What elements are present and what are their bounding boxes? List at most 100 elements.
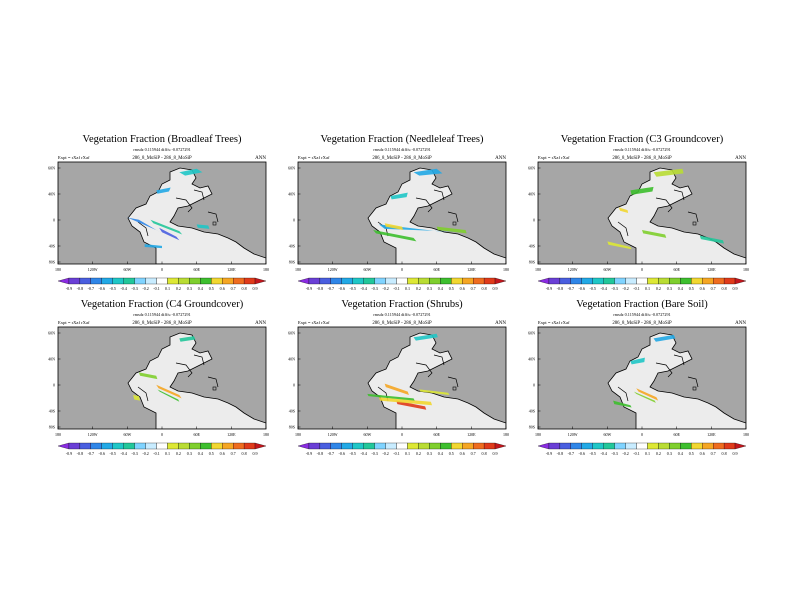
- colorbar-end-triangle: [297, 277, 310, 285]
- colorbar-label: 0.2: [656, 286, 661, 291]
- colorbar-box: [592, 442, 604, 450]
- colorbar-label: 0.8: [242, 286, 247, 291]
- colorbar-box: [548, 442, 561, 450]
- coastline: [415, 197, 433, 213]
- difference-patch: [384, 383, 409, 395]
- colorbar-box: [222, 277, 234, 285]
- island-marker: [212, 221, 217, 226]
- colorbar-label: 0.5: [209, 451, 214, 456]
- colorbar-box: [625, 277, 637, 285]
- expt-label: Expt = rXaf rXaf: [298, 155, 330, 160]
- panel-stats-line: rmsdz 0.115944 diff/u -0.0727291: [133, 312, 190, 317]
- difference-patch: [607, 241, 632, 250]
- coastline: [193, 354, 205, 366]
- colorbar: -0.9 -0.8 -0.7 -0.6 -0.5 -0.4 -0.3 -0.2 -0.1 0.1 0…: [57, 277, 267, 291]
- colorbar-label: -0.5: [109, 286, 115, 291]
- colorbar-label: -0.3: [371, 286, 377, 291]
- colorbar-box: [374, 442, 386, 450]
- longitude-label: 180: [295, 432, 301, 437]
- colorbar-label: -0.5: [349, 286, 355, 291]
- colorbar-box: [178, 442, 190, 450]
- coastline: [673, 189, 685, 201]
- colorbar-label: 0.6: [460, 286, 465, 291]
- colorbar-box: [319, 277, 331, 285]
- latitude-label: 40S: [289, 244, 295, 249]
- difference-patch: [419, 389, 450, 395]
- colorbar-box: [145, 442, 157, 450]
- colorbar-box: [473, 277, 485, 285]
- colorbar-box: [473, 442, 485, 450]
- colorbar-label: -0.9: [306, 451, 312, 456]
- colorbar-label: -0.9: [306, 286, 312, 291]
- land-area: [367, 167, 506, 264]
- colorbar-label: -0.7: [88, 451, 94, 456]
- colorbar-box: [451, 442, 463, 450]
- longitude-label: 120E: [707, 267, 716, 272]
- colorbar-box: [156, 277, 168, 285]
- colorbar-box: [167, 442, 179, 450]
- colorbar-label: 0.2: [416, 451, 421, 456]
- colorbar-box: [592, 277, 604, 285]
- colorbar-box: [669, 277, 681, 285]
- colorbar-box: [178, 277, 190, 285]
- difference-patch: [413, 333, 438, 341]
- colorbar-box: [134, 442, 146, 450]
- difference-patch: [367, 393, 415, 401]
- colorbar-box: [167, 277, 179, 285]
- colorbar: -0.9 -0.8 -0.7 -0.6 -0.5 -0.4 -0.3 -0.2 -0.1 0.1 0…: [297, 442, 507, 456]
- island-marker: [452, 386, 457, 391]
- colorbar-box: [407, 442, 419, 450]
- colorbar-label: -0.5: [589, 451, 595, 456]
- colorbar-label: -0.4: [360, 451, 366, 456]
- colorbar-label: 0.7: [711, 286, 716, 291]
- colorbar-label: -0.6: [339, 286, 345, 291]
- longitude-label: 120E: [467, 267, 476, 272]
- colorbar-label: -0.9: [546, 286, 552, 291]
- colorbar-box: [636, 277, 648, 285]
- colorbar-end-triangle: [494, 442, 507, 450]
- colorbar-label: -0.4: [120, 286, 126, 291]
- land-area: [607, 332, 746, 429]
- latitude-label: 0: [293, 218, 295, 223]
- colorbar-box: [669, 442, 681, 450]
- colorbar-label: -0.5: [349, 451, 355, 456]
- colorbar-box: [90, 277, 102, 285]
- difference-patch: [613, 400, 632, 408]
- coastline: [447, 376, 459, 388]
- coastline: [207, 211, 219, 223]
- colorbar-box: [418, 277, 430, 285]
- latitude-label: 40N: [288, 192, 295, 197]
- colorbar-box: [101, 277, 113, 285]
- longitude-label: 120E: [707, 432, 716, 437]
- coastline: [433, 189, 445, 201]
- colorbar-label: -0.7: [568, 451, 574, 456]
- colorbar-label: 0.1: [405, 451, 410, 456]
- season-label: ANN: [495, 156, 506, 161]
- difference-patch: [144, 244, 162, 249]
- colorbar-box: [189, 442, 201, 450]
- latitude-label: 0: [533, 383, 535, 388]
- colorbar-box: [691, 442, 703, 450]
- latitude-label: 40S: [289, 409, 295, 414]
- longitude-label: 0: [401, 267, 403, 272]
- colorbar-box: [680, 277, 692, 285]
- colorbar-label: 0.7: [231, 286, 236, 291]
- colorbar-box: [614, 442, 626, 450]
- latitude-label: 60N: [288, 166, 295, 171]
- longitude-label: 180: [503, 267, 509, 272]
- expt-label: Expt = rXaf rXaf: [538, 320, 570, 325]
- colorbar-box: [713, 442, 725, 450]
- colorbar-box: [429, 442, 441, 450]
- colorbar-box: [603, 442, 615, 450]
- longitude-label: 120E: [227, 432, 236, 437]
- colorbar-box: [233, 442, 245, 450]
- coastline: [193, 189, 205, 201]
- latitude-label: 40N: [528, 192, 535, 197]
- longitude-label: 60W: [603, 267, 611, 272]
- colorbar-box: [385, 442, 397, 450]
- colorbar-label: -0.6: [99, 451, 105, 456]
- expt-title: 286_8_MoSiP - 286_8_MoSiP: [132, 321, 192, 326]
- map-panel: Vegetation Fraction (Broadleaf Trees) rms…: [48, 134, 269, 291]
- latitude-label: 80S: [289, 260, 295, 265]
- colorbar-label: 0.1: [645, 451, 650, 456]
